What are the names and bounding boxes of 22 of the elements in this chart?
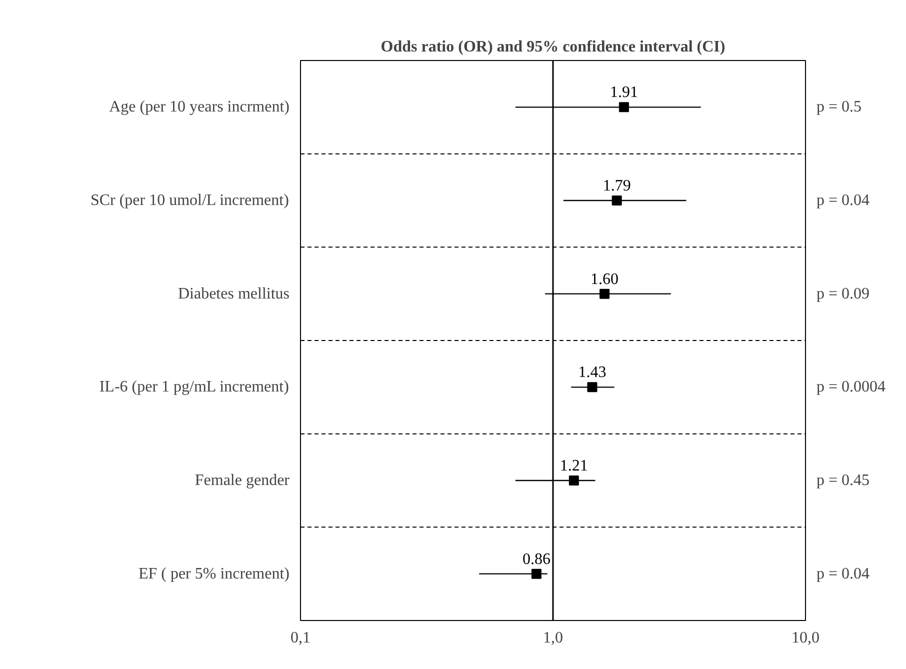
text: p = 0.5: [816, 98, 862, 116]
y-tick-label: Female gender: [194, 472, 290, 489]
data-label: 1.79: [602, 178, 631, 194]
data-label: 0.86: [522, 550, 550, 568]
text: p = 0.04: [816, 192, 870, 209]
y-tick-label: IL-6 (per 1 pg/mL increment): [99, 378, 289, 396]
x-tick-label: 1,0: [543, 630, 563, 646]
text: p = 0.45: [816, 472, 870, 489]
chart-title: Odds ratio (OR) and 95% confidence interval (CI): [380, 38, 726, 56]
data-label: 1.21: [560, 458, 588, 474]
y-tick-label: EF ( per 5% increment): [138, 565, 290, 582]
text: p = 0.09: [816, 285, 870, 302]
data-label: 1.43: [578, 364, 606, 382]
text: p = 0.04: [816, 565, 870, 582]
text: p = 0.0004: [816, 378, 886, 396]
x-tick-label: 0,1: [290, 630, 310, 646]
data-label: 1.91: [610, 84, 638, 102]
y-tick-label: Age (per 10 years incrment): [109, 98, 290, 116]
data-label: 1.60: [590, 270, 619, 288]
y-tick-label: Diabetes mellitus: [178, 285, 290, 302]
y-tick-label: SCr (per 10 umol/L increment): [90, 192, 289, 209]
x-tick-label: 10,0: [792, 630, 820, 646]
